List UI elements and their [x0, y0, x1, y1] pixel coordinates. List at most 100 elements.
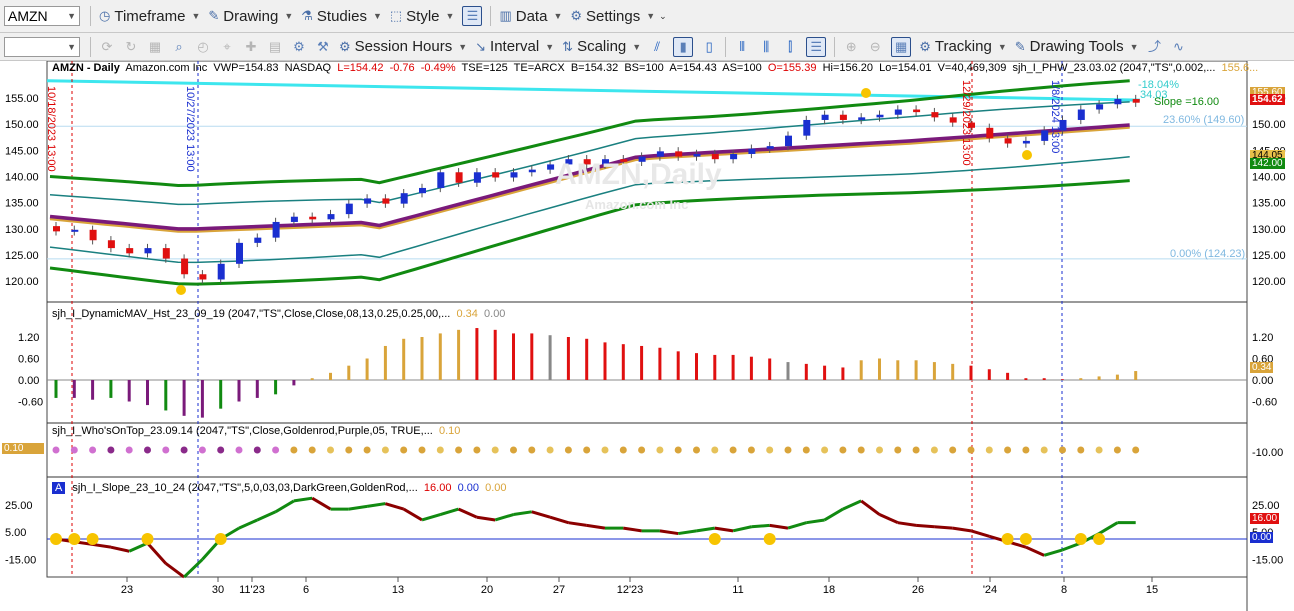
price-tick-left: 155.00 — [5, 93, 39, 105]
slope-signal-dot — [1019, 533, 1032, 545]
zoom-icon[interactable]: ⌕ — [175, 38, 183, 54]
grid-toggle-icon[interactable]: ▦ — [891, 36, 912, 57]
slope-tick-right: -15.00 — [1252, 554, 1283, 566]
scaling-menu[interactable]: ⇅ Scaling ▼ — [558, 35, 645, 59]
grid-icon[interactable]: ▦ — [148, 38, 162, 54]
candle-body — [913, 109, 921, 113]
slope-signal-dot — [1093, 533, 1106, 545]
zoom-in-icon[interactable]: ⊕ — [845, 38, 857, 54]
price-tag-a: 144.05 — [1250, 150, 1285, 161]
trend-icon[interactable]: ⤴ — [1147, 38, 1161, 54]
ma-gold — [49, 126, 1130, 233]
candle-body — [327, 214, 335, 220]
watermark-symbol: AMZN,Daily — [555, 158, 722, 191]
slope-segment — [238, 518, 258, 530]
time-tick: 11'23 — [239, 584, 265, 596]
cursor-icon[interactable]: ⌖ — [223, 38, 231, 54]
pct-top-label: -18.04% — [1138, 79, 1179, 91]
candle-body — [803, 119, 811, 136]
chevron-down-icon: ▼ — [1129, 41, 1139, 52]
drawing-tools-menu[interactable]: ✎ Drawing Tools ▼ — [1011, 35, 1143, 59]
candle-body — [583, 159, 591, 165]
chart-title: AMZN - Daily — [52, 62, 120, 74]
tools-icon[interactable]: ⚒ — [317, 38, 329, 54]
price-tick-left: 120.00 — [5, 276, 39, 288]
clock-icon[interactable]: ◴ — [197, 38, 209, 54]
candle-body — [144, 248, 152, 254]
chevron-down-icon: ▼ — [997, 41, 1007, 52]
candle-body — [199, 274, 207, 280]
slope-segment — [915, 523, 935, 529]
chevron-down-icon[interactable]: ▼ — [67, 11, 76, 21]
vline-label: 10/18/2023 13:00 — [45, 86, 57, 172]
candle-body — [236, 242, 243, 264]
refresh-icon[interactable]: ⟳ — [101, 38, 113, 54]
slope-tag1: 16.00 — [1250, 513, 1280, 524]
studies-label: Studies — [316, 7, 367, 25]
gear-icon[interactable]: ⚙ — [293, 38, 305, 54]
data-menu[interactable]: ▥ Data ▼ — [495, 4, 566, 28]
whos-on-top-dot — [1132, 446, 1140, 454]
clock-icon: ◷ — [99, 8, 111, 23]
pct-second-label: 34.03 — [1140, 89, 1168, 101]
slope-segment — [1025, 545, 1045, 557]
interval-label: Interval — [490, 38, 540, 55]
chart-area[interactable]: 155.00155.00150.00150.00145.00145.00140.… — [0, 61, 1294, 611]
whos-on-top-dot — [528, 446, 536, 454]
whos-on-top-dot — [656, 446, 664, 454]
layout-icon[interactable]: ☰ — [462, 6, 483, 26]
time-tick: 15 — [1146, 584, 1158, 596]
zoom-out-icon[interactable]: ⊖ — [869, 38, 881, 54]
slope-segment — [952, 526, 972, 533]
symbol-input[interactable]: AMZN ▼ — [4, 6, 80, 26]
pencil-icon: ✎ — [1014, 38, 1026, 54]
who-tick-right: -10.00 — [1252, 447, 1283, 459]
whos-on-top-dot — [784, 446, 792, 454]
price-tag-b: 142.00 — [1250, 158, 1285, 169]
slope-badge[interactable]: A — [52, 482, 66, 494]
chevron-down-icon: ▼ — [632, 41, 642, 52]
exchange: NASDAQ — [284, 62, 332, 74]
drawing-menu[interactable]: ✎ Drawing ▼ — [204, 4, 297, 28]
candlestick-icon[interactable]: ▮ — [673, 36, 694, 57]
candle-hollow-icon[interactable]: ▯ — [705, 38, 713, 54]
ask-value: A=154.43 — [669, 62, 717, 74]
whos-on-top-dot — [52, 446, 60, 454]
whos-on-top-panel — [52, 446, 1140, 454]
bars-icon[interactable]: ⫼ — [763, 38, 770, 54]
tracking-menu[interactable]: ⚙ Tracking ▼ — [915, 35, 1011, 59]
timeframe-menu[interactable]: ◷ Timeframe ▼ — [95, 4, 204, 28]
wave-icon[interactable]: ∿ — [1173, 38, 1184, 54]
slope-segment — [513, 510, 533, 517]
layout-icon[interactable]: ☰ — [806, 36, 827, 57]
candle-body — [528, 169, 536, 173]
timeframe-label: Timeframe — [114, 7, 186, 25]
reload-icon[interactable]: ↻ — [125, 38, 137, 54]
style-menu[interactable]: ⬚ Style ▼ — [386, 4, 459, 28]
slope-value3: 0.00 — [485, 482, 507, 494]
settings-menu[interactable]: ⚙ Settings ▼ — [566, 4, 659, 28]
low-value: Lo=154.01 — [879, 62, 932, 74]
slope-segment — [787, 521, 807, 530]
style-icon: ⬚ — [389, 8, 403, 23]
crosshair-icon[interactable]: ✚ — [245, 38, 257, 54]
whos-on-top-dot — [455, 446, 463, 454]
candle-body — [858, 117, 866, 120]
slope-signal-dot — [86, 533, 99, 545]
interval-menu[interactable]: ↘ Interval ▼ — [471, 35, 558, 59]
chart-icon[interactable]: ▤ — [268, 38, 282, 54]
study-label: sjh_I_PHW_23.03.02 (2047,"TS",0.002,... — [1012, 62, 1216, 74]
bar-chart-icon[interactable]: ⫽ — [654, 38, 661, 54]
time-tick: 8 — [1061, 584, 1067, 596]
studies-menu[interactable]: ⚗ Studies ▼ — [297, 4, 386, 28]
ohlc-icon[interactable]: ⦀ — [739, 38, 746, 54]
slope-segment — [402, 507, 423, 522]
overflow-icon[interactable]: ⌄ — [659, 10, 667, 21]
session-hours-menu[interactable]: ⚙ Session Hours ▼ — [335, 35, 471, 59]
interval-input[interactable]: ▼ — [4, 36, 80, 57]
hl-icon[interactable]: ⫿ — [788, 38, 793, 54]
style-label: Style — [406, 7, 440, 25]
slope-segment — [1061, 541, 1082, 552]
whos-on-top-dot — [693, 446, 700, 454]
chevron-down-icon[interactable]: ▼ — [67, 41, 76, 52]
